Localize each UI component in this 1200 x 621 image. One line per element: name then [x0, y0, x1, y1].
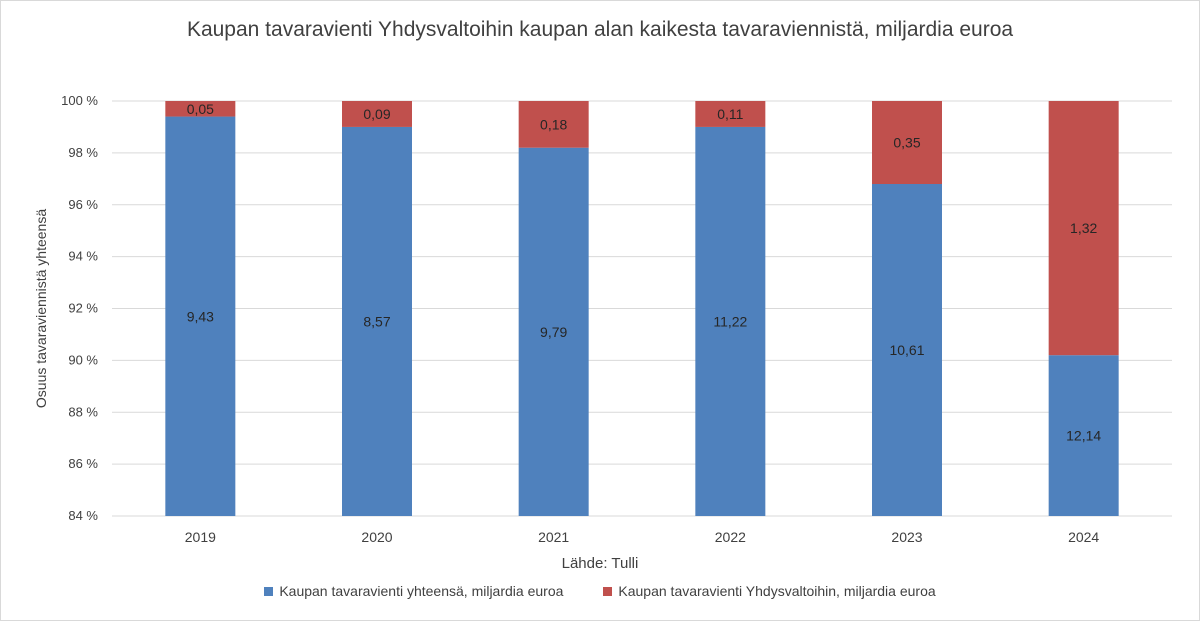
- data-label-usa: 0,05: [187, 101, 214, 117]
- y-tick-label: 92 %: [68, 301, 98, 316]
- bar-total-2019: [165, 116, 236, 516]
- y-tick-label: 100 %: [61, 93, 98, 108]
- data-label-total: 12,14: [1066, 428, 1101, 444]
- data-label-usa: 0,18: [540, 116, 567, 132]
- y-tick-label: 86 %: [68, 456, 98, 471]
- y-tick-label: 96 %: [68, 197, 98, 212]
- data-label-total: 8,57: [363, 313, 390, 329]
- legend-label-total: Kaupan tavaravienti yhteensä, miljardia …: [279, 583, 564, 599]
- data-label-usa: 0,35: [893, 135, 920, 151]
- bar-total-2023: [872, 184, 942, 516]
- data-label-usa: 0,11: [717, 106, 743, 122]
- bar-total-2021: [518, 147, 589, 516]
- bar-usa-2022: [695, 101, 766, 127]
- y-tick-label: 98 %: [68, 145, 98, 160]
- legend-label-usa: Kaupan tavaravienti Yhdysvaltoihin, milj…: [618, 583, 936, 599]
- bar-usa-2020: [342, 101, 412, 127]
- legend-swatch-total: [264, 586, 274, 596]
- bar-usa-2024: [1048, 101, 1119, 356]
- x-axis-title: Lähde: Tulli: [561, 555, 639, 572]
- bar-usa-2021: [518, 101, 589, 148]
- legend-item-total: Kaupan tavaravienti yhteensä, miljardia …: [264, 583, 563, 599]
- x-tick-label: 2023: [891, 529, 922, 545]
- x-tick-label: 2024: [1068, 529, 1099, 545]
- x-tick-label: 2022: [715, 529, 746, 545]
- x-tick-label: 2020: [361, 529, 392, 545]
- bar-total-2020: [342, 126, 412, 516]
- chart-title: Kaupan tavaravienti Yhdysvaltoihin kaupa…: [186, 18, 1014, 41]
- data-label-total: 11,22: [713, 313, 747, 329]
- data-label-usa: 1,32: [1070, 220, 1097, 236]
- y-tick-label: 94 %: [68, 249, 98, 264]
- data-label-usa: 0,09: [363, 106, 390, 122]
- legend-item-usa: Kaupan tavaravienti Yhdysvaltoihin, milj…: [603, 583, 936, 599]
- y-tick-label: 84 %: [68, 508, 98, 523]
- data-label-total: 10,61: [889, 342, 924, 358]
- bar-total-2024: [1048, 355, 1119, 516]
- y-axis-title: Osuus tavaraviennistä yhteensä: [33, 209, 49, 408]
- data-label-total: 9,43: [187, 308, 214, 324]
- x-tick-label: 2019: [185, 529, 216, 545]
- y-tick-label: 90 %: [68, 352, 98, 367]
- bar-usa-2023: [872, 101, 942, 184]
- legend-swatch-usa: [603, 586, 613, 596]
- y-tick-label: 88 %: [68, 404, 98, 419]
- x-tick-label: 2021: [538, 529, 569, 545]
- data-label-total: 9,79: [540, 324, 567, 340]
- legend: Kaupan tavaravienti yhteensä, miljardia …: [0, 583, 1200, 599]
- bar-usa-2019: [165, 101, 236, 117]
- bar-total-2022: [695, 126, 766, 516]
